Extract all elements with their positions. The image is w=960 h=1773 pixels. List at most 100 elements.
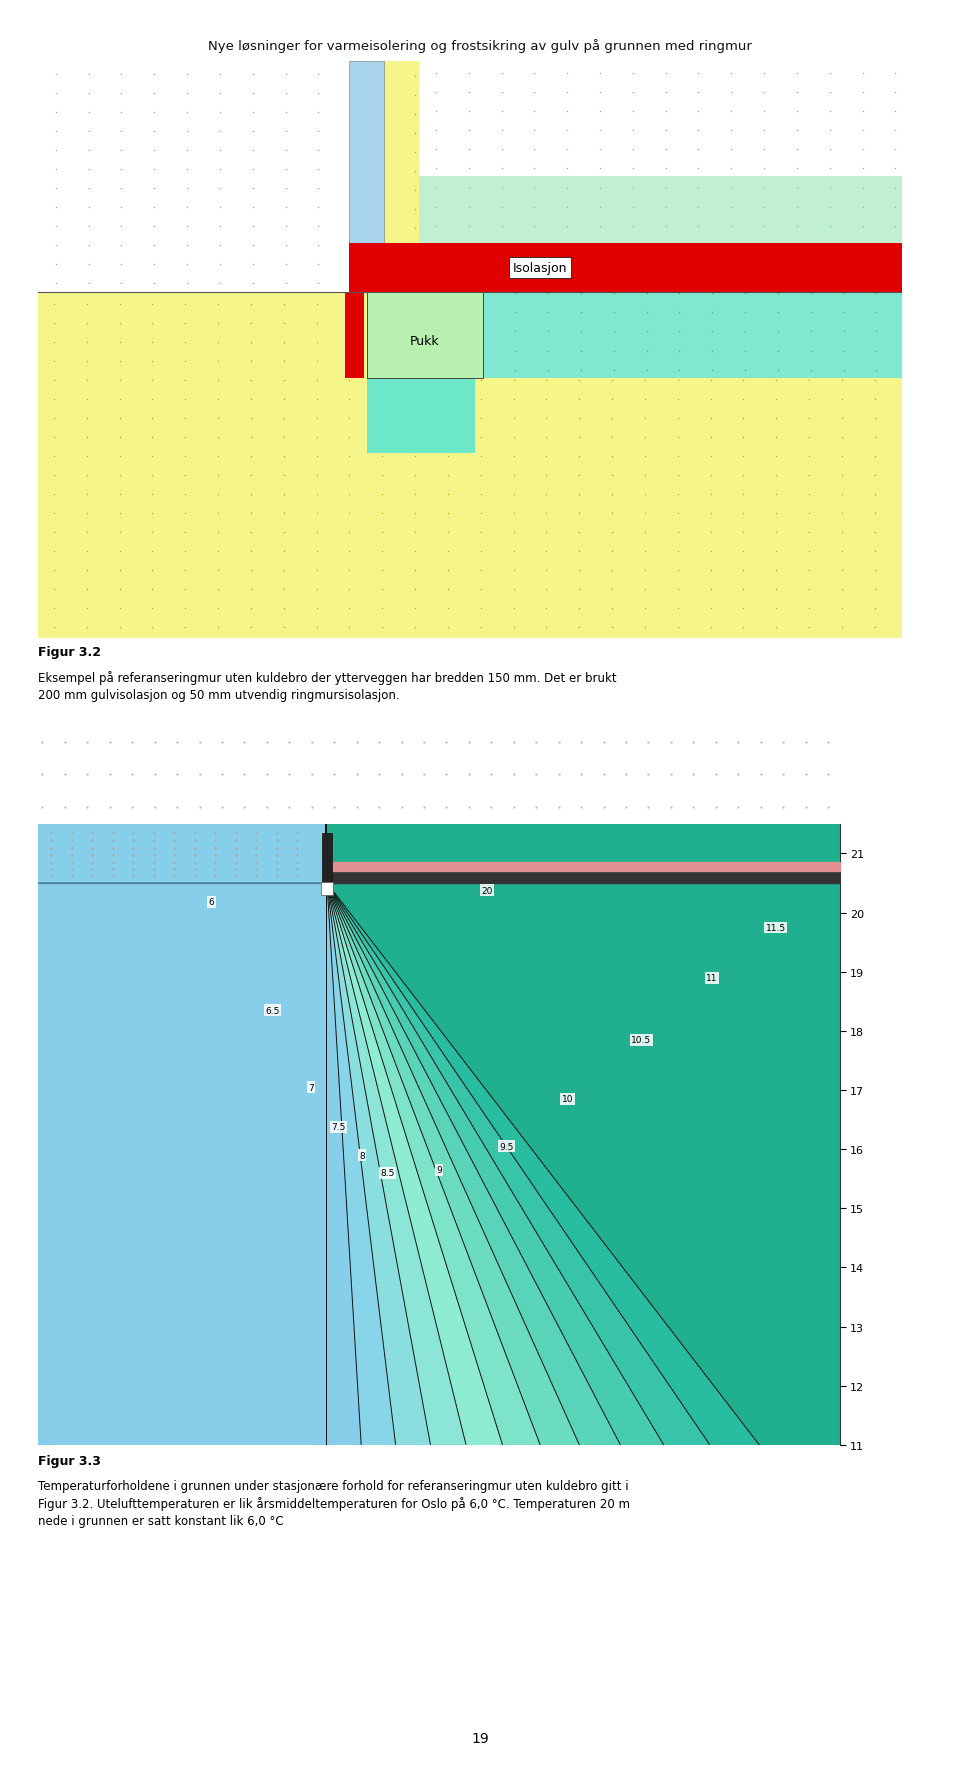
Text: 20: 20 [482, 886, 493, 895]
Point [309, 480, 324, 509]
Point [703, 195, 718, 223]
Point [309, 613, 324, 642]
Point [441, 62, 456, 90]
Point [670, 310, 685, 339]
Point [756, 250, 772, 278]
Point [309, 537, 324, 566]
Point [309, 367, 324, 395]
Point [79, 367, 94, 395]
Point [407, 195, 422, 223]
Point [428, 213, 444, 241]
Point [834, 62, 850, 90]
Point [703, 537, 718, 566]
Point [493, 174, 509, 202]
Point [473, 291, 489, 319]
Point [342, 138, 357, 167]
Point [637, 367, 653, 395]
Point [571, 480, 587, 509]
Point [670, 119, 685, 147]
Point [243, 195, 258, 223]
Point [571, 234, 587, 262]
Point [374, 195, 390, 223]
Point [639, 300, 655, 328]
Point [888, 232, 903, 261]
Point [822, 213, 837, 241]
Point [606, 300, 621, 328]
Text: 7: 7 [308, 1083, 314, 1092]
Point [802, 424, 817, 452]
Point [769, 234, 784, 262]
Point [705, 317, 720, 346]
Point [670, 500, 685, 528]
Point [475, 280, 491, 309]
Point [441, 291, 456, 319]
Point [210, 82, 226, 110]
Point [625, 135, 640, 163]
Point [409, 356, 424, 385]
Point [473, 594, 489, 622]
Point [79, 404, 94, 433]
Point [276, 310, 292, 339]
Point [473, 271, 489, 300]
Point [670, 613, 685, 642]
Point [376, 337, 392, 365]
Point [112, 195, 128, 223]
Point [342, 404, 357, 433]
Point [670, 480, 685, 509]
Point [145, 291, 160, 319]
Point [473, 310, 489, 339]
Point [276, 348, 292, 376]
Point [737, 300, 753, 328]
Point [789, 174, 804, 202]
Point [735, 367, 751, 395]
Point [112, 443, 128, 472]
Point [735, 215, 751, 243]
Point [506, 367, 521, 395]
Point [560, 174, 575, 202]
Point [48, 232, 63, 261]
Point [46, 310, 61, 339]
Point [442, 300, 457, 328]
Point [374, 576, 390, 605]
Point [113, 99, 129, 128]
Point [670, 138, 685, 167]
Point [802, 461, 817, 489]
Point [540, 280, 556, 309]
Point [869, 337, 884, 365]
Point [178, 101, 193, 129]
Point [145, 234, 160, 262]
Point [508, 280, 523, 309]
Point [670, 424, 685, 452]
Point [724, 78, 739, 106]
Point [606, 317, 621, 346]
Point [178, 291, 193, 319]
Point [769, 519, 784, 548]
Point [735, 385, 751, 413]
Point [802, 537, 817, 566]
Point [802, 557, 817, 585]
Point [493, 154, 509, 183]
Point [342, 328, 357, 356]
Point [112, 328, 128, 356]
Point [79, 101, 94, 129]
Point [473, 138, 489, 167]
Point [888, 250, 903, 278]
Point [867, 461, 882, 489]
Point [571, 138, 587, 167]
Point [309, 82, 324, 110]
Point [407, 385, 422, 413]
Point [855, 154, 871, 183]
Point [374, 310, 390, 339]
Point [670, 443, 685, 472]
Point [147, 99, 162, 128]
Point [112, 461, 128, 489]
Point [605, 195, 620, 223]
Point [855, 59, 871, 87]
Point [804, 356, 819, 385]
Point [376, 280, 392, 309]
Point [113, 60, 129, 89]
Bar [38, 62, 367, 293]
Point [605, 271, 620, 300]
Point [592, 250, 608, 278]
Point [407, 461, 422, 489]
